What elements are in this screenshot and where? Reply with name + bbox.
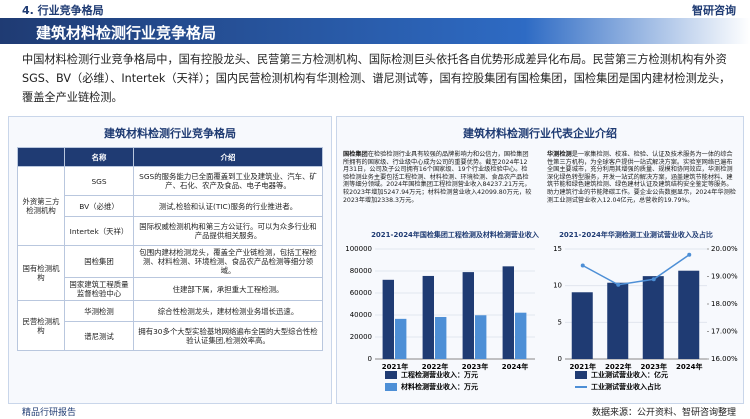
x-tick-label: 2023年 <box>641 362 667 371</box>
legend-label: 工业测试营业收入占比 <box>591 382 661 391</box>
intro-cell: 包围内建材检测龙头，覆盖全产业链检测，包括工程检测、材料检测、环境检测、食品农产… <box>133 245 323 278</box>
brand: 智研咨询 <box>692 4 736 17</box>
company-note: 国检集团在检验检测行业具有较强的品牌影响力和公信力，国检集团所拥有的国家级、行业… <box>343 151 533 204</box>
bar <box>642 276 664 359</box>
x-tick-label: 2021年 <box>382 362 408 371</box>
group-cell: 外资第三方检测机构 <box>17 166 65 246</box>
table: 名称 介绍 外资第三方检测机构 SGS SGS的服务能力已全面覆盖到工业及建筑业、汽车、… <box>17 147 323 351</box>
company-note: 华测检测是一家集检测、校准、检验、认证及技术服务为一体的综合性第三方机构，为全球… <box>547 151 737 204</box>
x-tick-label: 2022年 <box>605 362 631 371</box>
table-row: 国有检测机构 国检集团 包围内建材检测龙头，覆盖全产业链检测，包括工程检测、材料检测… <box>17 245 323 301</box>
y2-tick-label: 18.00% <box>711 300 738 308</box>
table-row: 民营检测机构 华测检测 综合性检测龙头，建材检测业务增长迅速。 <box>17 300 323 351</box>
left-panel: 建筑材料检测行业竞争格局 名称 介绍 外资第三方检测机构 SGS SGS的服务能力已全面… <box>8 116 332 404</box>
table-row: 谱尼测试 拥有30多个大型实验基地网络遍布全国的大型综合性检验认证集团,检测效率高… <box>18 321 323 351</box>
chart: 2021-2024年国检集团工程检测及材料检测营业收入 0 20000 40000 60… <box>345 230 539 391</box>
y-tick-label: 100000 <box>345 245 372 253</box>
intro-cell: 拥有30多个大型实验基地网络遍布全国的大型综合性检验认证集团,检测效率高。 <box>133 321 323 351</box>
section-label: 4. 行业竞争格局 <box>22 4 104 17</box>
bar <box>515 312 527 359</box>
intro-cell: 住建部下属，承担重大工程检测。 <box>133 277 323 301</box>
y-tick-label: 60000 <box>350 289 372 297</box>
name-cell: 国检集团 <box>64 245 134 278</box>
x-tick-label: 2021年 <box>570 362 596 371</box>
point <box>687 252 692 257</box>
chart-title: 2021-2024年华测检测工业测试营业收入及占比 <box>559 230 713 239</box>
name-cell: 国家建筑工程质量监督检验中心 <box>64 277 134 301</box>
legend-label: 材料检测营业收入：万元 <box>400 382 478 391</box>
line <box>582 254 690 286</box>
bar <box>678 270 700 359</box>
intro-text: 中国材料检测行业竞争格局中，国有控股龙头、民营第三方检测机构、国际检测巨头依托各… <box>22 53 731 104</box>
header-cell: 名称 <box>64 147 134 167</box>
y-tick-label: 10 <box>553 282 562 290</box>
table-row: 国家建筑工程质量监督检验中心 住建部下属，承担重大工程检测。 <box>18 277 323 301</box>
x-tick-label: 2022年 <box>422 362 448 371</box>
y-tick-label: 15 <box>553 245 562 253</box>
legend-swatch <box>385 371 397 379</box>
intro-cell: SGS的服务能力已全面覆盖到工业及建筑业、汽车、矿产、石化、农产及食品、电子电器… <box>133 166 323 196</box>
bar <box>502 266 514 359</box>
bar <box>571 292 593 359</box>
bar <box>422 275 434 359</box>
y2-tick-label: 19.00% <box>711 273 738 281</box>
panel-title: 建筑材料检测行业代表企业介绍 <box>463 127 617 140</box>
company-text: 是一家集检测、校准、检验、认证及技术服务为一体的综合性第三方机构，为全球客户提供… <box>547 151 736 204</box>
bar <box>395 318 407 359</box>
panel-title: 建筑材料检测行业竞争格局 <box>104 127 236 140</box>
bar <box>435 316 447 359</box>
legend-label: 工业测试营业收入：亿元 <box>591 370 668 379</box>
company-text: 在检验检测行业具有较强的品牌影响力和公信力，国检集团所拥有的国家级、行业级中心成… <box>343 151 532 204</box>
company-name: 华测检测 <box>547 151 572 158</box>
legend-swatch <box>575 371 587 379</box>
group-cell: 民营检测机构 <box>17 300 65 351</box>
y-tick-label: 40000 <box>350 311 372 319</box>
banner-title: 建筑材料检测行业竞争格局 <box>36 24 217 42</box>
intro-cell: 综合性检测龙头，建材检测业务增长迅速。 <box>133 300 323 322</box>
bar <box>475 315 487 359</box>
y-tick-label: 20000 <box>350 333 372 341</box>
footer-left: 精品行研报告 <box>22 408 77 418</box>
bar <box>382 279 394 359</box>
x-tick-label: 2023年 <box>462 362 488 371</box>
y-tick-label: 5 <box>558 318 562 326</box>
table-row: 外资第三方检测机构 SGS SGS的服务能力已全面覆盖到工业及建筑业、汽车、矿产、石… <box>17 166 323 246</box>
name-cell: 华测检测 <box>64 300 134 322</box>
banner: 建筑材料检测行业竞争格局 <box>0 18 750 44</box>
footer-right: 数据来源：公开资料、智研咨询整理 <box>591 408 736 418</box>
header-cell: 介绍 <box>133 147 323 167</box>
company-name: 国检集团 <box>343 151 368 158</box>
right-panel: 建筑材料检测行业代表企业介绍 国检集团在检验检测行业具有较强的品牌影响力和公信力… <box>336 116 744 404</box>
bar <box>607 282 629 359</box>
footer: 精品行研报告 数据来源：公开资料、智研咨询整理 <box>0 403 750 419</box>
intro-cell: 国际权威检测机构和第三方公证行。可以为众多行业和产品提供相关服务。 <box>133 216 323 246</box>
y2-tick-label: 16.00% <box>711 355 738 363</box>
point <box>616 282 621 287</box>
header-cell <box>17 147 65 167</box>
table-row: Intertek（天祥） 国际权威检测机构和第三方公证行。可以为众多行业和产品提供… <box>18 216 323 246</box>
name-cell: BV（必维） <box>64 195 134 217</box>
legend-label: 工程检测营业收入：万元 <box>401 370 478 379</box>
y-tick-label: 80000 <box>350 267 372 275</box>
bar <box>462 272 474 359</box>
name-cell: 谱尼测试 <box>64 321 134 351</box>
point <box>580 263 585 268</box>
x-tick-label: 2024年 <box>676 362 702 371</box>
table-row: BV（必维） 测试,检验和认证(TIC)服务的行业推进者。 <box>18 195 323 217</box>
name-cell: Intertek（天祥） <box>64 216 134 246</box>
point <box>651 277 656 282</box>
chart: 2021-2024年华测检测工业测试营业收入及占比 0 5 10 15 16.00% 17.… <box>553 230 738 391</box>
group-cell: 国有检测机构 <box>17 245 65 301</box>
x-tick-label: 2024年 <box>502 362 528 371</box>
y-tick-label: 0 <box>558 355 562 363</box>
intro-cell: 测试,检验和认证(TIC)服务的行业推进者。 <box>133 195 323 217</box>
y2-tick-label: 20.00% <box>711 245 738 253</box>
chart-title: 2021-2024年国检集团工程检测及材料检测营业收入 <box>371 230 539 239</box>
y-tick-label: 0 <box>368 355 372 363</box>
name-cell: SGS <box>64 166 134 196</box>
y2-tick-label: 17.00% <box>711 328 738 336</box>
legend-swatch <box>385 383 397 391</box>
